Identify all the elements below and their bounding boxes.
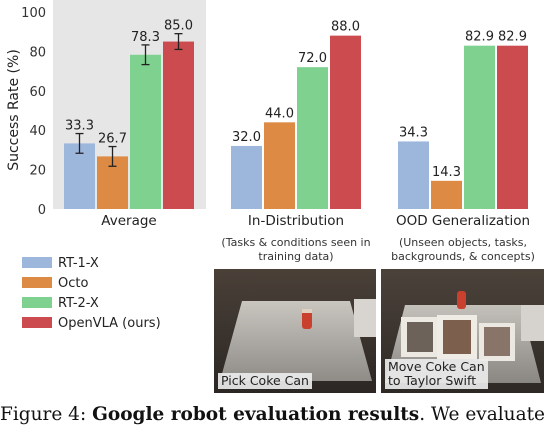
photo-pick-coke-can: Pick Coke Can xyxy=(214,269,376,393)
labels-layer: 33.3 32.0 34.3 26.7 44.0 14.3 78.3 72.0 82.9 85.0… xyxy=(65,19,527,180)
y-tick-label-5: 100 xyxy=(21,6,46,21)
data-label-1-1: 44.0 xyxy=(265,106,294,121)
data-label-2-1: 72.0 xyxy=(298,51,327,66)
legend: RT-1-X Octo RT-2-X OpenVLA (ours) xyxy=(22,256,161,331)
y-tick-label-4: 80 xyxy=(29,45,46,60)
legend-swatch-1 xyxy=(22,277,52,288)
bars-layer xyxy=(64,33,528,210)
legend-label-2: RT-2-X xyxy=(58,296,99,311)
y-axis-label: Success Rate (%) xyxy=(6,49,22,171)
bar-rt-1-x-2 xyxy=(398,141,429,209)
x-category-subtitle-1-1: training data) xyxy=(258,250,333,263)
bar-openvla-ours--2 xyxy=(497,45,528,210)
data-label-1-0: 26.7 xyxy=(98,132,127,147)
legend-swatch-3 xyxy=(22,317,52,328)
legend-label-0: RT-1-X xyxy=(58,256,99,271)
bar-octo-1 xyxy=(264,122,295,209)
x-category-label-2: OOD Generalization xyxy=(396,213,530,229)
bar-rt-2-x-0 xyxy=(130,54,161,210)
photo-move-coke-can: Move Coke Can to Taylor Swift xyxy=(381,269,544,393)
photo-label-pick: Pick Coke Can xyxy=(218,373,312,389)
x-category-subtitle-2-0: (Unseen objects, tasks, xyxy=(399,236,527,249)
legend-swatch-2 xyxy=(22,297,52,308)
x-category-subtitle-2-1: backgrounds, & concepts) xyxy=(391,250,535,263)
y-tick-label-2: 40 xyxy=(29,124,46,139)
data-label-3-1: 88.0 xyxy=(331,20,360,35)
data-label-0-0: 33.3 xyxy=(65,119,94,134)
legend-label-3: OpenVLA (ours) xyxy=(58,316,161,331)
x-category-label-0: Average xyxy=(101,213,156,229)
data-label-2-0: 78.3 xyxy=(131,30,160,45)
photo-pick-scene xyxy=(214,269,376,393)
caption-prefix: Figure 4: xyxy=(0,404,93,425)
figure-caption: Figure 4: Google robot evaluation result… xyxy=(0,404,550,425)
data-label-3-0: 85.0 xyxy=(164,19,193,34)
data-label-2-2: 82.9 xyxy=(465,30,494,45)
bar-rt-2-x-1 xyxy=(297,67,328,209)
bar-rt-1-x-0 xyxy=(64,143,95,209)
bar-openvla-ours--0 xyxy=(163,41,194,209)
x-category-subtitle-1-0: (Tasks & conditions seen in xyxy=(221,236,370,249)
y-tick-label-3: 60 xyxy=(29,85,46,100)
y-tick-label-0: 0 xyxy=(38,203,46,218)
caption-rest: . We evaluate xyxy=(419,404,546,425)
x-category-label-1: In-Distribution xyxy=(248,213,344,229)
data-label-3-2: 82.9 xyxy=(498,30,527,45)
bar-openvla-ours--1 xyxy=(330,35,361,209)
caption-bold: Google robot evaluation results xyxy=(92,404,420,425)
axes-layer: 0 20 40 60 80 100 Success Rate (%) Average In-Di… xyxy=(6,6,535,263)
bar-rt-1-x-1 xyxy=(231,145,262,209)
bar-rt-2-x-2 xyxy=(464,45,495,210)
data-label-1-2: 14.3 xyxy=(432,165,461,180)
data-label-0-1: 32.0 xyxy=(232,130,261,145)
y-tick-label-1: 20 xyxy=(29,164,46,179)
legend-swatch-0 xyxy=(22,257,52,268)
legend-label-1: Octo xyxy=(58,276,88,291)
bar-octo-2 xyxy=(431,180,462,209)
photo-label-move: Move Coke Can to Taylor Swift xyxy=(385,359,488,389)
data-label-0-2: 34.3 xyxy=(399,125,428,140)
